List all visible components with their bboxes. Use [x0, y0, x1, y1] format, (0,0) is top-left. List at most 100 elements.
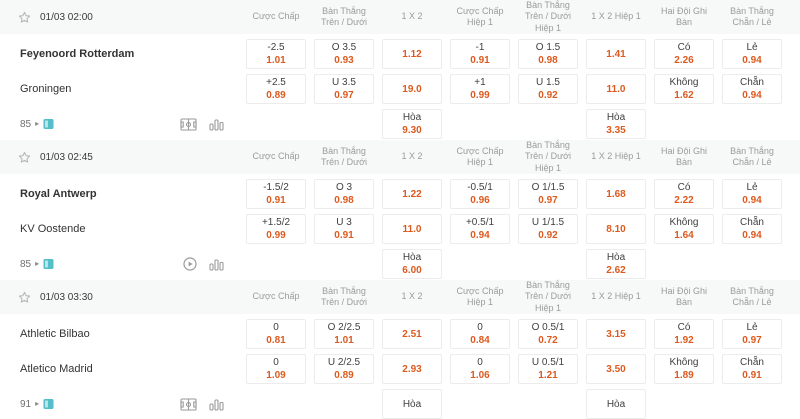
odds-value: 1.09	[266, 370, 286, 381]
odds-value: 0.91	[266, 195, 286, 206]
odds-cell-over-under[interactable]: U 3 0.91	[314, 214, 374, 244]
odds-cell-over-under[interactable]: U 3.5 0.97	[314, 74, 374, 104]
odds-cell-handicap[interactable]: 0 0.81	[246, 319, 306, 349]
favorite-star-icon[interactable]	[18, 291, 31, 304]
odds-cell-handicap[interactable]: +1.5/2 0.99	[246, 214, 306, 244]
odds-line-label: Hòa	[402, 112, 422, 123]
odds-cell-handicap[interactable]: 0 1.09	[246, 354, 306, 384]
odds-cell-over-under-h1[interactable]: O 0.5/1 0.72	[518, 319, 578, 349]
odds-cell-over-under[interactable]: O 3.5 0.93	[314, 39, 374, 69]
odds-value: 3.35	[606, 125, 626, 136]
favorite-star-icon[interactable]	[18, 151, 31, 164]
odds-cell-over-under-h1[interactable]: U 1.5 0.92	[518, 74, 578, 104]
odds-cell-odd-even[interactable]: Chẵn 0.94	[722, 74, 782, 104]
odds-cell-1x2-h1[interactable]: 3.15	[586, 319, 646, 349]
odds-cell-handicap-h1[interactable]: -1 0.91	[450, 39, 510, 69]
odds-line-label: U 1.5	[536, 77, 560, 88]
draw-odds-cell-1x2[interactable]: Hòa 9.30	[382, 109, 442, 139]
pitch-icon[interactable]	[180, 397, 197, 411]
odds-cell-1x2-h1[interactable]: 11.0	[586, 74, 646, 104]
bar-chart-icon[interactable]	[209, 118, 224, 131]
odds-cell-over-under-h1[interactable]: U 0.5/1 1.21	[518, 354, 578, 384]
odds-cell-over-under[interactable]: O 3 0.98	[314, 179, 374, 209]
match-header-row: 01/03 03:30 Cược Chấp Bàn Thắng Trên / D…	[0, 280, 800, 314]
home-row: Athletic Bilbao 0 0.81 O 2/2.5 1.01 2.51…	[0, 319, 800, 349]
match-block: 01/03 02:45 Cược Chấp Bàn Thắng Trên / D…	[0, 140, 800, 279]
pitch-icon[interactable]	[180, 117, 197, 131]
odds-cell-handicap[interactable]: -2.5 1.01	[246, 39, 306, 69]
favorite-star-icon[interactable]	[18, 11, 31, 24]
odds-cell-odd-even[interactable]: Lẻ 0.97	[722, 319, 782, 349]
column-header-1x2: 1 X 2	[401, 151, 423, 162]
odds-cell-1x2-h1[interactable]: 3.50	[586, 354, 646, 384]
odds-line-label: +0.5/1	[465, 217, 495, 228]
odds-cell-btts[interactable]: Có 2.26	[654, 39, 714, 69]
odds-cell-odd-even[interactable]: Chẵn 0.91	[722, 354, 782, 384]
odds-cell-1x2[interactable]: 19.0	[382, 74, 442, 104]
odds-cell-btts[interactable]: Có 2.22	[654, 179, 714, 209]
odds-line-label: Chẵn	[740, 357, 764, 368]
odds-cell-1x2-h1[interactable]: 1.68	[586, 179, 646, 209]
odds-cell-odd-even[interactable]: Lẻ 0.94	[722, 39, 782, 69]
odds-cell-handicap[interactable]: +2.5 0.89	[246, 74, 306, 104]
odds-cell-over-under[interactable]: U 2/2.5 0.89	[314, 354, 374, 384]
odds-cell-handicap-h1[interactable]: +0.5/1 0.94	[450, 214, 510, 244]
odds-cell-1x2[interactable]: 2.93	[382, 354, 442, 384]
odds-cell-1x2[interactable]: 1.12	[382, 39, 442, 69]
column-header-over-under: Bàn Thắng Trên / Dưới	[320, 285, 368, 307]
match-block: 01/03 02:00 Cược Chấp Bàn Thắng Trên / D…	[0, 0, 800, 139]
odds-cell-1x2[interactable]: 1.22	[382, 179, 442, 209]
odds-cell-over-under-h1[interactable]: U 1/1.5 0.92	[518, 214, 578, 244]
odds-cell-1x2[interactable]: 2.51	[382, 319, 442, 349]
odds-cell-over-under-h1[interactable]: O 1/1.5 0.97	[518, 179, 578, 209]
odds-line-label: U 0.5/1	[531, 357, 565, 368]
odds-cell-1x2[interactable]: 11.0	[382, 214, 442, 244]
market-count[interactable]: 85 ▸	[20, 118, 54, 130]
odds-cell-btts[interactable]: Không 1.64	[654, 214, 714, 244]
draw-odds-cell-1x2-h1[interactable]: Hòa 2.62	[586, 249, 646, 279]
odds-cell-btts[interactable]: Không 1.89	[654, 354, 714, 384]
odds-value: 1.01	[334, 335, 354, 346]
odds-line-label: Hòa	[606, 398, 626, 410]
market-count[interactable]: 85 ▸	[20, 258, 54, 270]
odds-cell-handicap-h1[interactable]: 0 1.06	[450, 354, 510, 384]
odds-cell-handicap-h1[interactable]: +1 0.99	[450, 74, 510, 104]
odds-cell-over-under-h1[interactable]: O 1.5 0.98	[518, 39, 578, 69]
odds-cell-over-under[interactable]: O 2/2.5 1.01	[314, 319, 374, 349]
odds-value: 1.62	[674, 90, 694, 101]
odds-cell-odd-even[interactable]: Chẵn 0.94	[722, 214, 782, 244]
draw-odds-cell-1x2[interactable]: Hòa 6.00	[382, 249, 442, 279]
odds-value: 1.22	[402, 188, 422, 200]
odds-cell-btts[interactable]: Không 1.62	[654, 74, 714, 104]
odds-value: 0.99	[266, 230, 286, 241]
odds-cell-btts[interactable]: Có 1.92	[654, 319, 714, 349]
odds-value: 0.91	[334, 230, 354, 241]
odds-line-label: -1.5/2	[263, 182, 289, 193]
odds-cell-1x2-h1[interactable]: 8.10	[586, 214, 646, 244]
odds-value: 1.64	[674, 230, 694, 241]
odds-line-label: Có	[677, 322, 691, 333]
odds-line-label: Không	[669, 77, 699, 88]
odds-line-label: Có	[677, 182, 691, 193]
odds-value: 0.96	[470, 195, 490, 206]
odds-line-label: 0	[477, 357, 483, 368]
odds-cell-handicap-h1[interactable]: -0.5/1 0.96	[450, 179, 510, 209]
bar-chart-icon[interactable]	[209, 398, 224, 411]
draw-odds-cell-1x2[interactable]: Hòa	[382, 389, 442, 419]
odds-value: 0.94	[470, 230, 490, 241]
draw-odds-cell-1x2-h1[interactable]: Hòa 3.35	[586, 109, 646, 139]
play-icon[interactable]	[183, 257, 197, 271]
bar-chart-icon[interactable]	[209, 258, 224, 271]
away-row: KV Oostende +1.5/2 0.99 U 3 0.91 11.0 +0…	[0, 214, 800, 244]
odds-cell-handicap[interactable]: -1.5/2 0.91	[246, 179, 306, 209]
odds-cell-handicap-h1[interactable]: 0 0.84	[450, 319, 510, 349]
odds-cell-odd-even[interactable]: Lẻ 0.94	[722, 179, 782, 209]
odds-value: 11.0	[606, 83, 626, 95]
odds-value: 1.01	[266, 55, 286, 66]
draw-odds-cell-1x2-h1[interactable]: Hòa	[586, 389, 646, 419]
column-header-over-under: Bàn Thắng Trên / Dưới	[320, 145, 368, 167]
column-header-1x2: 1 X 2	[401, 291, 423, 302]
column-header-over-under: Bàn Thắng Trên / Dưới	[320, 5, 368, 27]
odds-cell-1x2-h1[interactable]: 1.41	[586, 39, 646, 69]
column-header-over-under-h1: Bàn Thắng Trên / Dưới Hiệp 1	[524, 280, 572, 313]
